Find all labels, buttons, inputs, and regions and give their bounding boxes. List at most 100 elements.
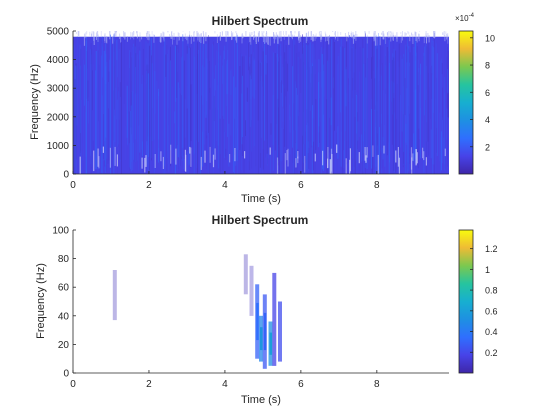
spectrum-streak <box>170 60 171 151</box>
spectrum-streak <box>190 47 191 168</box>
spectrum-streak <box>208 37 209 174</box>
spectrum-streak <box>330 39 331 174</box>
spectrum-streak <box>376 48 378 156</box>
spectrum-streak <box>341 44 342 132</box>
spectrum-streak <box>206 114 207 170</box>
spectrum-light-streak <box>415 149 417 166</box>
spectrum-fuzz <box>263 31 265 33</box>
spectrum-streak <box>160 61 161 171</box>
spectrum-light-streak <box>170 144 172 164</box>
x-tick-label: 8 <box>374 379 380 390</box>
spectrum-streak <box>372 56 374 71</box>
spectrum-fuzz <box>205 32 207 42</box>
spectrum-streak <box>285 45 287 165</box>
spectrum-streak <box>297 41 299 74</box>
spectrum-fuzz <box>120 36 122 43</box>
spectrum-streak <box>94 62 96 122</box>
spectrum-streak <box>441 63 443 75</box>
spectrum-streak <box>90 49 92 156</box>
spectrum-streak <box>215 65 216 91</box>
spectrum-streak <box>246 87 248 102</box>
bottom-heatmap <box>112 254 282 369</box>
spectrum-light-streak <box>330 148 333 172</box>
spectrum-streak <box>76 56 78 126</box>
spectrum-fuzz <box>225 34 227 42</box>
spectrum-light-streak <box>358 152 360 164</box>
spectrum-fuzz <box>356 34 358 37</box>
spectrum-streak <box>277 53 278 164</box>
spectrum-fuzz <box>273 32 274 37</box>
spectrum-streak <box>425 44 427 100</box>
spectrum-fuzz <box>106 36 108 44</box>
spectrum-streak <box>146 58 148 84</box>
spectrum-fuzz <box>141 36 143 40</box>
spectrum-fuzz <box>75 32 77 35</box>
spectrum-fuzz <box>425 33 427 38</box>
spectrum-streak <box>346 37 347 165</box>
spectrum-streak <box>184 99 186 138</box>
spectrum-streak <box>150 50 152 137</box>
spectrum-streak <box>292 66 293 148</box>
spectrum-streak <box>121 42 122 174</box>
spectrum-streak <box>245 120 246 136</box>
spectrum-streak <box>319 98 320 143</box>
spectrum-streak <box>193 49 195 155</box>
bottom-colorbar-ticks: 0.2 0.4 0.6 0.8 1 1.2 <box>470 244 498 358</box>
spectrum-streak <box>154 71 156 114</box>
spectrum-fuzz <box>416 36 418 43</box>
spectrum-fuzz <box>86 31 88 35</box>
spectrum-streak <box>208 60 210 161</box>
spectrum-light-streak <box>329 159 331 174</box>
spectrum-light-streak <box>422 147 424 159</box>
spectrum-streak <box>103 114 104 159</box>
spectrum-fuzz <box>89 31 91 36</box>
spectrum-streak <box>400 94 401 148</box>
spectrum-light-streak <box>304 155 306 173</box>
spectrum-fuzz <box>278 31 280 39</box>
top-x-label: Time (s) <box>241 193 281 205</box>
spectrum-streak <box>263 71 265 172</box>
spectrum-streak <box>78 103 80 115</box>
spectrum-streak <box>116 59 117 120</box>
spectrum-light-streak <box>212 154 215 168</box>
colorbar-tick-label: 0.2 <box>485 348 498 358</box>
spectrum-light-streak <box>93 150 95 172</box>
spectrum-streak <box>164 39 166 174</box>
y-tick-label: 60 <box>58 283 70 294</box>
spectrum-streak <box>375 45 377 167</box>
spectrum-fuzz <box>112 36 114 44</box>
spectrum-light-streak <box>145 155 147 167</box>
spectrum-streak <box>238 45 239 172</box>
spectrum-streak <box>294 39 296 174</box>
spectrum-streak <box>225 148 227 160</box>
spectrum-streak <box>207 69 209 138</box>
spectrum-streak <box>109 56 111 158</box>
spectrum-fuzz <box>428 29 429 31</box>
spectrum-streak <box>315 99 317 150</box>
spectrum-streak <box>395 50 397 173</box>
spectrum-streak <box>263 95 264 111</box>
spectrum-streak <box>285 96 287 168</box>
spectrum-streak <box>279 45 280 174</box>
spectrum-light-streak <box>449 148 450 167</box>
top-colorbar-multiplier: ×10-4 <box>455 13 475 23</box>
spectrum-fuzz <box>109 31 111 36</box>
spectrum-light-streak <box>229 154 231 163</box>
spectrum-streak <box>129 68 130 171</box>
spectrum-streak <box>288 34 290 174</box>
y-tick-label: 80 <box>58 254 70 265</box>
spectrum-streak <box>406 88 408 145</box>
spectrum-streak <box>252 56 254 97</box>
spectrum-streak <box>187 44 189 156</box>
spectrum-fuzz <box>258 31 260 38</box>
spectrum-light-streak <box>162 156 164 169</box>
spectrum-streak <box>130 111 131 170</box>
spectrum-fuzz <box>146 31 148 40</box>
spectrum-fuzz <box>214 31 216 34</box>
spectrum-fuzz <box>392 35 394 41</box>
spectrum-streak <box>419 92 420 139</box>
spectrum-streak <box>343 140 345 169</box>
spectrum-streak <box>254 42 256 146</box>
spectrum-fuzz <box>447 34 449 44</box>
